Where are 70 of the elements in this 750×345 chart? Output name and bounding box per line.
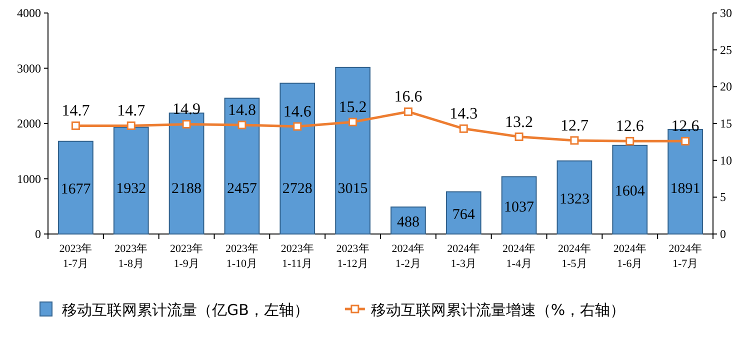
y-tick-label: 2000 [17, 116, 41, 130]
data-label: 16.6 [394, 88, 422, 106]
x-tick-label: 2024年 1-2月 [392, 243, 425, 270]
data-label: 764 [452, 206, 476, 223]
legend-label: 移动互联网累计流量增速（%，右轴） [370, 301, 626, 319]
y2-tick-label: 0 [720, 227, 726, 241]
x-tick-label: 2023年 1-10月 [225, 243, 258, 270]
bar [168, 112, 204, 234]
bar [58, 140, 94, 234]
y2-tick-label: 25 [720, 42, 732, 57]
x-tick-label: 2024年 1-6月 [613, 243, 646, 270]
point [348, 118, 358, 126]
point [71, 121, 80, 130]
data-label: 14.6 [283, 103, 312, 120]
bar [113, 126, 149, 234]
point [459, 124, 468, 133]
data-label: 12.7 [560, 117, 588, 134]
point [182, 120, 191, 128]
y2-tick-label: 30 [720, 6, 732, 20]
point [570, 136, 579, 145]
bar [446, 191, 482, 234]
point [626, 136, 634, 146]
x-tick-label: 2023年 1-11月 [280, 243, 314, 270]
bar [501, 176, 537, 234]
data-label: 2457 [226, 181, 258, 197]
point [404, 107, 412, 116]
data-label: 14.8 [228, 102, 256, 119]
point [238, 120, 246, 130]
y-tick-label: 0 [35, 227, 41, 241]
point [681, 136, 690, 146]
x-tick-label: 2023年 1-9月 [170, 243, 204, 270]
bar [612, 144, 648, 234]
y2-tick-label: 10 [720, 153, 732, 168]
data-label: 14.7 [117, 102, 146, 120]
y2-tick-label: 15 [720, 116, 732, 130]
data-label: 13.2 [505, 114, 534, 131]
x-tick-label: 2023年 1-12月 [336, 243, 370, 270]
y-tick-label: 3000 [17, 61, 41, 76]
data-label: 3015 [338, 181, 368, 197]
x-tick-label: 2024年 1-5月 [558, 243, 591, 270]
point [126, 121, 136, 130]
data-label: 2188 [172, 181, 202, 197]
bar [335, 66, 370, 234]
data-label: 1677 [60, 182, 92, 198]
x-tick-label: 2024年 1-3月 [447, 243, 480, 270]
x-tick-label: 2024年 1-7月 [668, 243, 702, 270]
data-label: 488 [396, 214, 420, 231]
bar [224, 98, 260, 234]
data-label: 1891 [670, 181, 700, 197]
data-label: 15.2 [338, 99, 367, 116]
y2-tick-label: 5 [720, 190, 726, 204]
data-label: 1604 [614, 184, 646, 200]
data-label: 1323 [559, 191, 590, 208]
x-tick-label: 2023年 1-8月 [114, 243, 148, 270]
point [293, 122, 302, 131]
data-label: 14.7 [62, 102, 90, 120]
bar [556, 160, 592, 234]
data-label: 2728 [282, 181, 312, 197]
legend-label: 移动互联网累计流量（亿GB，左轴） [62, 301, 309, 319]
y2-tick-label: 20 [720, 80, 732, 94]
x-tick-label: 2024年 1-4月 [502, 243, 536, 270]
y-tick-label: 1000 [17, 172, 41, 186]
data-label: 14.3 [450, 106, 478, 123]
point [514, 132, 524, 142]
y-tick-label: 4000 [17, 6, 41, 20]
x-tick-label: 2023年 1-7月 [59, 243, 92, 270]
bar [280, 82, 316, 234]
data-label: 1932 [116, 181, 146, 197]
data-label: 12.6 [616, 118, 644, 136]
data-label: 1037 [504, 199, 535, 216]
